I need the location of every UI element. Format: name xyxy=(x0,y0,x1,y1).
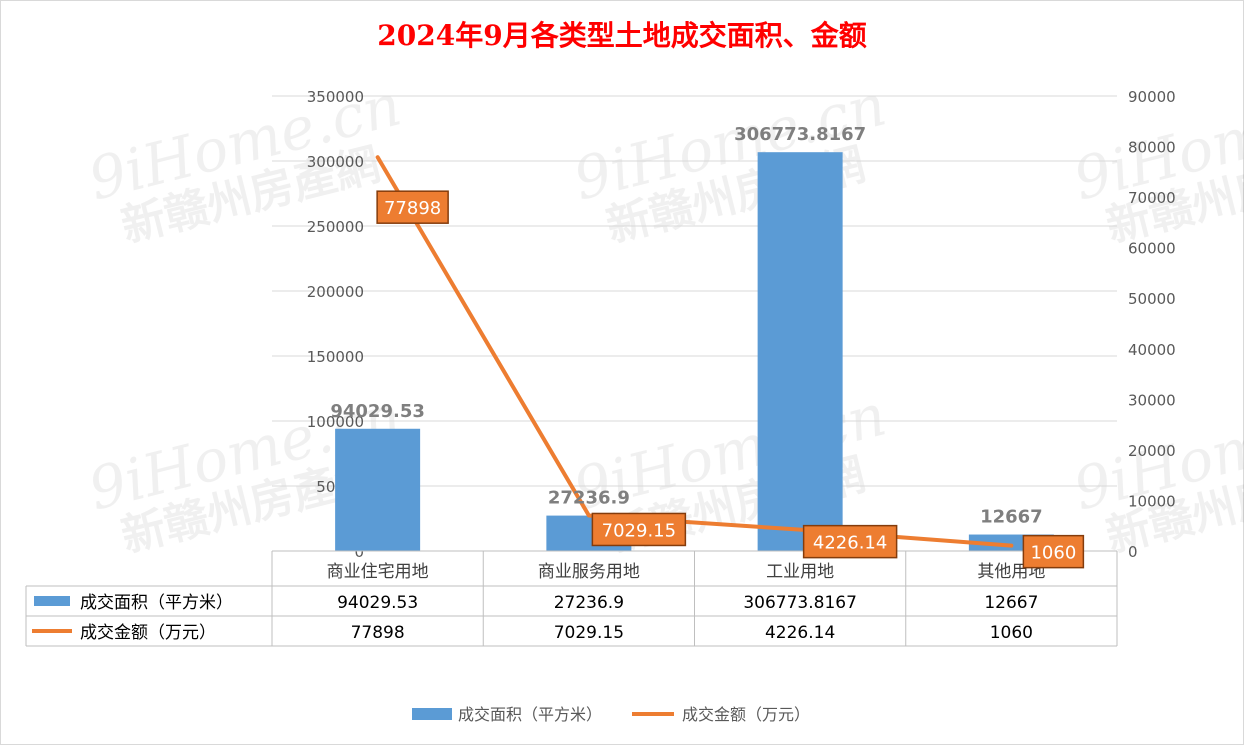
table-series-name: 成交金额（万元） xyxy=(80,623,216,643)
legend-label: 成交面积（平方米） xyxy=(458,705,602,724)
right-axis-tick-label: 90000 xyxy=(1128,88,1176,106)
bar-data-label: 12667 xyxy=(980,507,1043,528)
right-axis-tick-label: 50000 xyxy=(1128,290,1176,308)
table-cell: 7029.15 xyxy=(554,623,624,643)
table-series-name: 成交面积（平方米） xyxy=(80,593,233,613)
category-label: 商业住宅用地 xyxy=(327,562,429,582)
right-axis-tick-label: 20000 xyxy=(1128,442,1176,460)
bar-data-label: 306773.8167 xyxy=(734,124,866,145)
right-axis-tick-label: 0 xyxy=(1128,543,1138,561)
table-cell: 4226.14 xyxy=(765,623,835,643)
line-data-label: 7029.15 xyxy=(602,520,676,541)
left-axis-tick-label: 250000 xyxy=(307,218,364,236)
series-line xyxy=(375,155,1014,548)
table-cell: 77898 xyxy=(351,623,405,643)
table-cell: 1060 xyxy=(990,623,1033,643)
left-axis-tick-label: 200000 xyxy=(307,283,364,301)
chart-title: 2024年9月各类型土地成交面积、金额 xyxy=(377,19,867,52)
right-axis-tick-label: 80000 xyxy=(1128,139,1176,157)
line-label-box xyxy=(591,512,687,547)
line-data-label: 1060 xyxy=(1030,543,1076,564)
line-label-box xyxy=(802,524,898,559)
category-label: 工业用地 xyxy=(766,562,834,582)
left-axis-tick-label: 0 xyxy=(354,543,364,561)
table-cell: 27236.9 xyxy=(554,593,624,613)
right-axis-tick-label: 70000 xyxy=(1128,189,1176,207)
bar xyxy=(757,152,843,551)
bar xyxy=(335,428,421,551)
line-data-label: 77898 xyxy=(384,198,441,219)
left-axis-tick-label: 300000 xyxy=(307,153,364,171)
line-label-box xyxy=(376,190,449,224)
table-legend-key-bar xyxy=(34,596,70,606)
table-cell: 306773.8167 xyxy=(743,593,857,613)
legend-key-bar xyxy=(412,708,452,720)
left-axis-tick-label: 350000 xyxy=(307,88,364,106)
left-axis-tick-label: 100000 xyxy=(307,413,364,431)
right-axis-tick-label: 40000 xyxy=(1128,341,1176,359)
right-axis-tick-label: 30000 xyxy=(1128,391,1176,409)
right-axis-tick-label: 10000 xyxy=(1128,492,1176,510)
right-axis-tick-label: 60000 xyxy=(1128,240,1176,258)
legend-label: 成交金额（万元） xyxy=(682,705,810,724)
bar-data-label: 27236.9 xyxy=(548,488,630,509)
table-cell: 94029.53 xyxy=(337,593,418,613)
bar-data-label: 94029.53 xyxy=(330,401,425,422)
table-cell: 12667 xyxy=(984,593,1038,613)
line-data-label: 4226.14 xyxy=(813,533,887,554)
category-label: 商业服务用地 xyxy=(538,562,640,582)
line-label-box xyxy=(1022,534,1085,569)
left-axis-tick-label: 150000 xyxy=(307,348,364,366)
